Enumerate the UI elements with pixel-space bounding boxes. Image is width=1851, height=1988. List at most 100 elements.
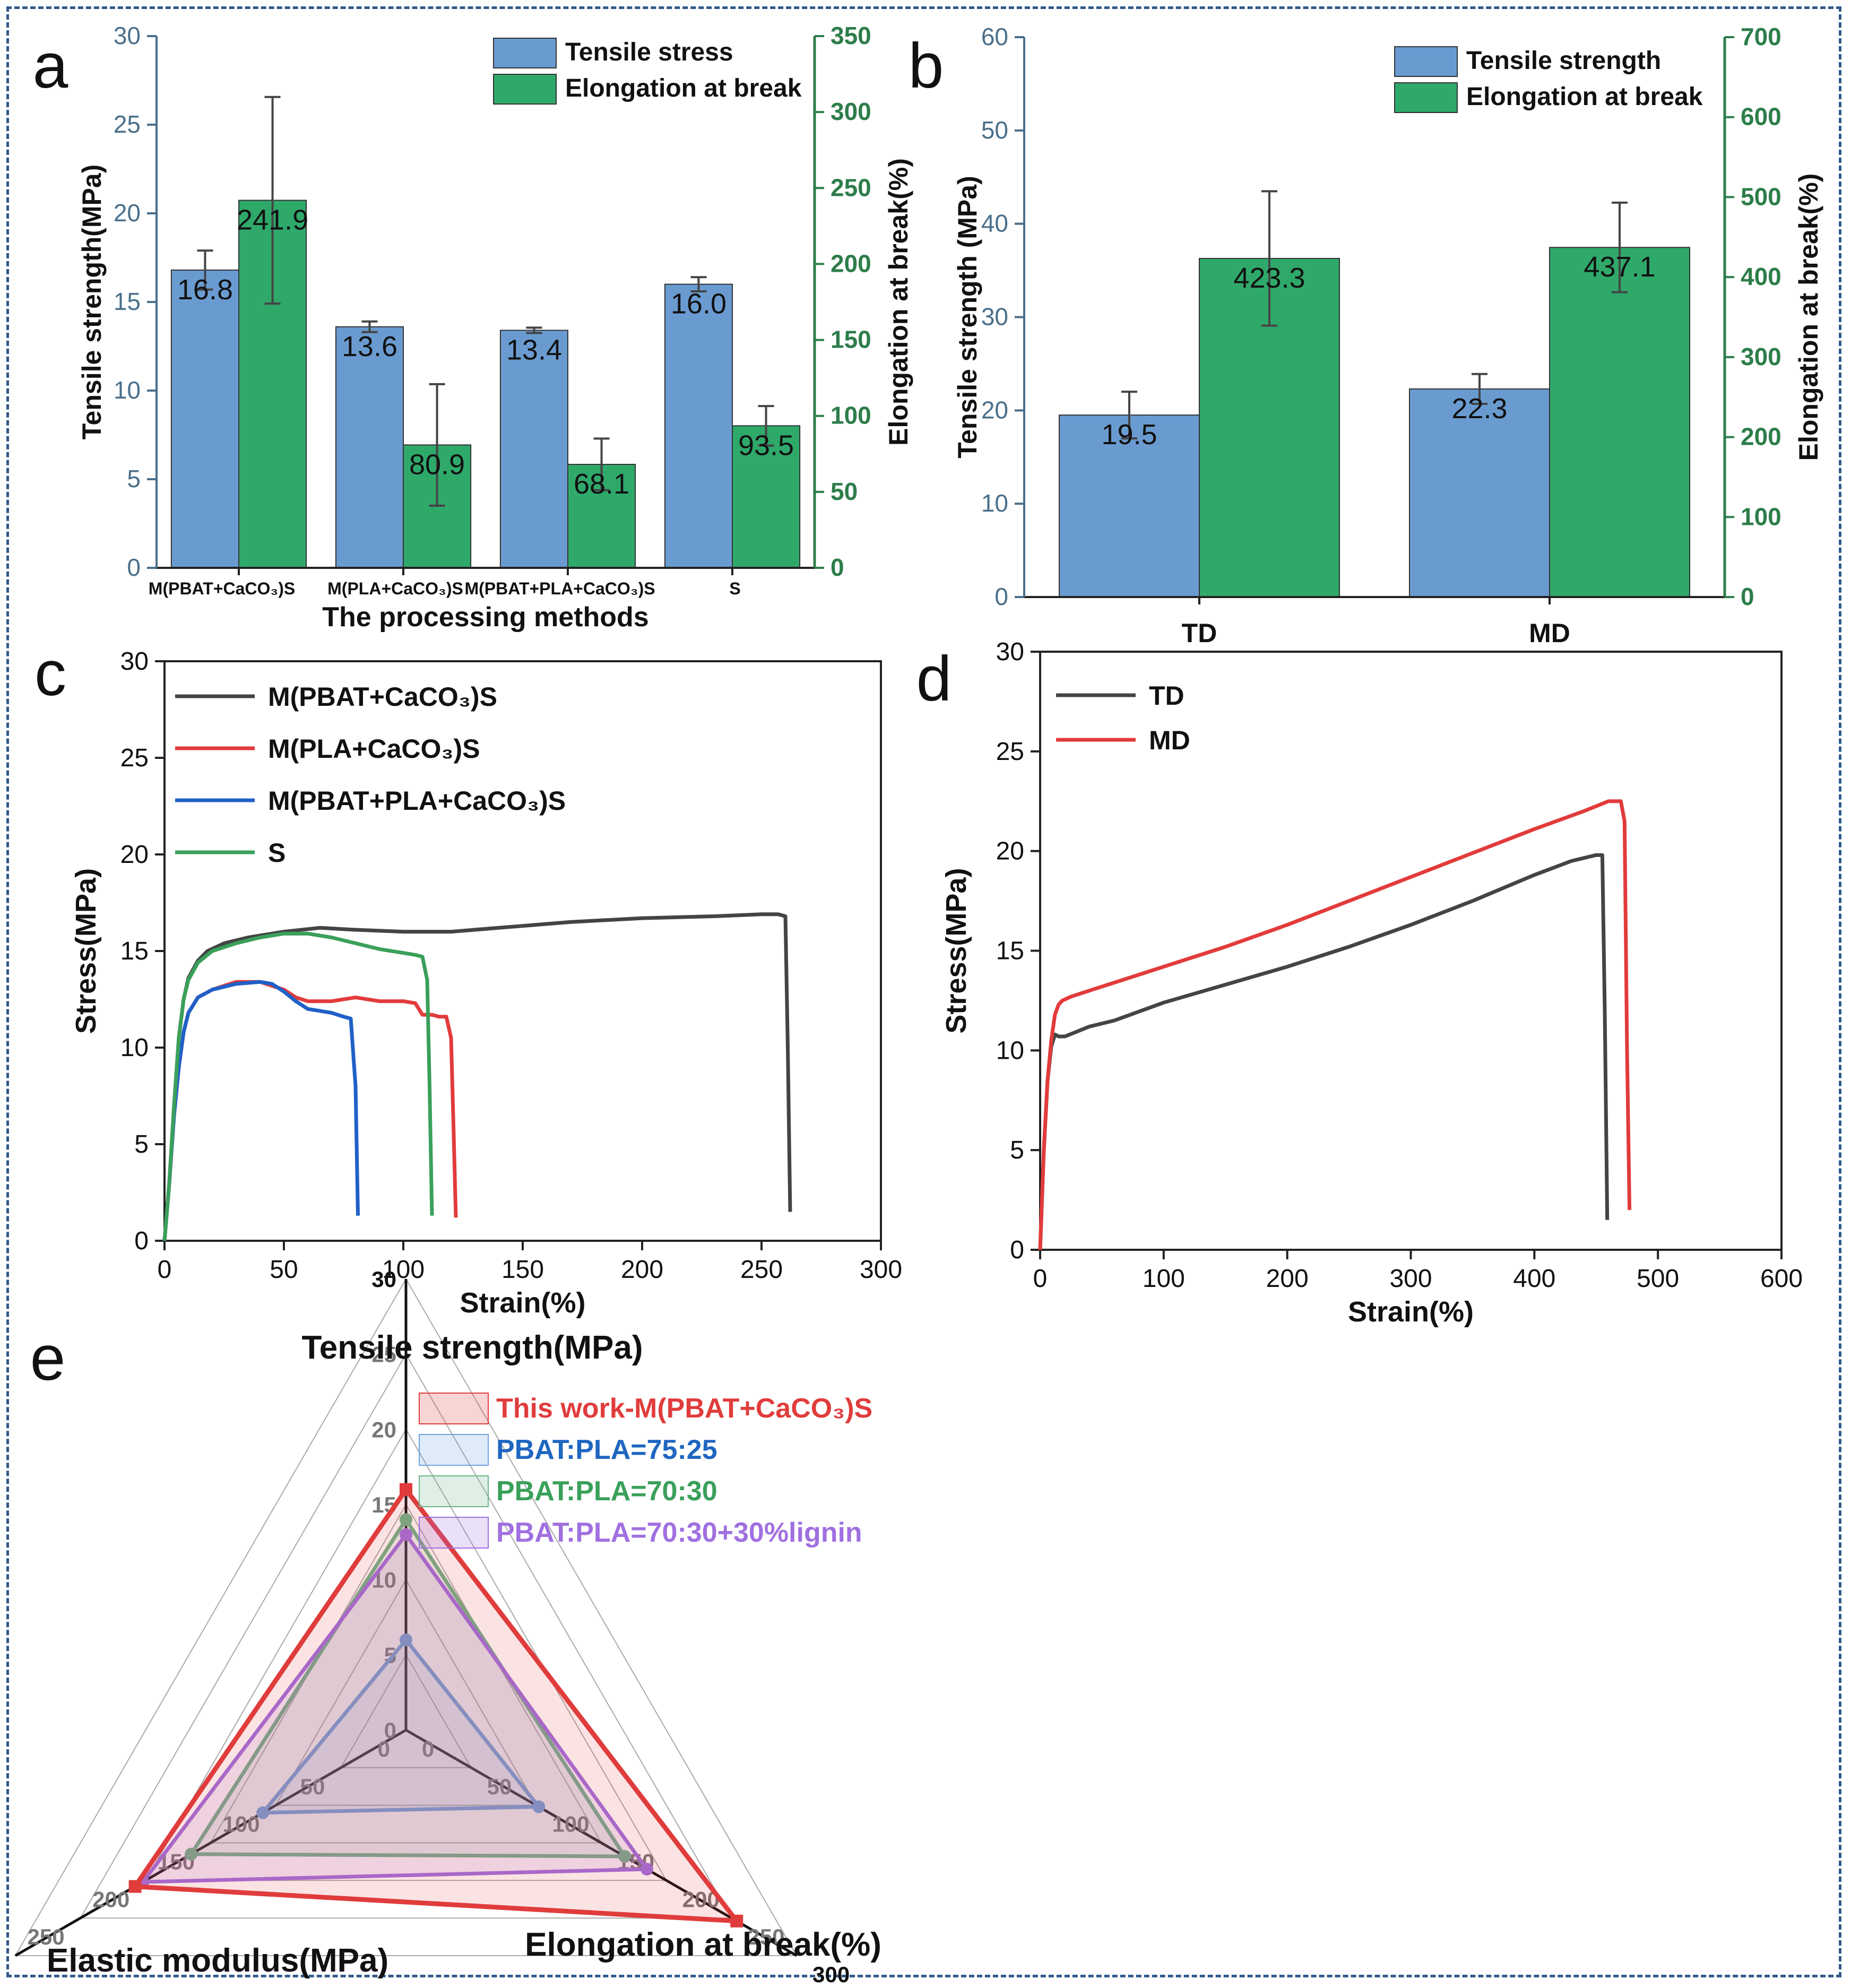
category-label: M(PBAT+CaCO₃)S [149,579,295,598]
y-tick-label: 15 [120,937,149,965]
radar-marker [400,1513,412,1526]
legend-label: This work-M(PBAT+CaCO₃)S [496,1393,872,1424]
y-tick-label: 30 [114,22,141,49]
panel-a: a 16.8 241.9 13.6 80.9 13.4 68.1 16.0 93.5 0 5 10 15… [33,22,913,633]
y-tick-label-right: 150 [831,326,871,353]
x-tick-label: 50 [270,1256,298,1284]
x-tick-label: 0 [158,1256,172,1284]
radar-grid [14,1277,798,1956]
legend-swatch [419,1475,489,1507]
category-label: M(PBAT+PLA+CaCO₃)S [464,579,655,598]
y-tick-label-right: 400 [1741,263,1781,290]
series-line [162,931,434,1241]
legend-label: Tensile strength [1466,47,1661,75]
panel-d: d 0 100 200 300 400 500 600 0 5 10 15 20 25 30 Strain(%… [916,638,1803,1328]
y-tick-label-right: 50 [831,478,858,505]
radar-axis-title: Elongation at break(%) [525,1926,881,1963]
radar-series [261,1638,541,1815]
legend-swatch-elongation [493,74,557,105]
y-tick-label: 20 [114,199,141,227]
legend-label: PBAT:PLA=75:25 [496,1434,717,1465]
radar-grid [340,1654,472,1768]
x-tick-label: 300 [860,1256,902,1284]
x-tick-label: 250 [740,1256,783,1284]
radar-marker [185,1847,198,1861]
data-label: 437.1 [1584,251,1655,283]
legend-label: PBAT:PLA=70:30 [496,1476,717,1507]
legend-swatch [419,1393,489,1424]
series-line [1038,853,1610,1250]
y-tick-label: 0 [1010,1236,1024,1264]
y-tick-label-right: 250 [831,174,871,201]
x-axis-title: Strain(%) [1348,1296,1474,1328]
radar-tick-label: 50 [300,1774,325,1799]
data-label: 80.9 [409,448,465,480]
radar-series [133,1487,739,1924]
y-tick-label: 10 [981,489,1008,517]
x-tick-label: 0 [1033,1265,1048,1293]
radar-tick-label: 0 [422,1736,434,1761]
y-tick-label: 5 [127,465,141,492]
y-tick-label: 10 [996,1036,1024,1065]
bar-tensile [664,283,733,568]
y-tick-label: 25 [120,744,149,772]
radar-tick-label: 200 [92,1887,129,1912]
y-tick-label: 30 [120,647,149,676]
y-tick-label: 15 [996,937,1024,965]
y-tick-label: 5 [1010,1136,1024,1164]
legend-label: M(PBAT+CaCO₃)S [268,682,497,712]
bar-elongation [1549,247,1690,598]
radar-marker [532,1800,546,1813]
y-tick-label: 10 [114,376,141,404]
y-tick-label: 25 [996,738,1024,766]
x-tick-label: 200 [621,1256,663,1284]
panel-label: a [33,30,68,101]
y-tick-label-right: 200 [831,249,871,277]
radar-axis [14,1728,407,1957]
y-tick-label: 30 [996,638,1024,666]
panel-c: c 0 50 100 150 200 250 300 0 5 10 15 20 25 30 Strain(%)… [34,638,902,1319]
x-tick-label: 200 [1266,1265,1309,1293]
y-axis-title: Stress(MPa) [940,868,972,1033]
category-label: TD [1182,618,1217,648]
x-tick-label: 500 [1637,1265,1679,1293]
radar-marker [618,1850,632,1863]
radar-tick-label: 300 [812,1962,850,1987]
y-tick-label-right: 300 [1741,343,1781,370]
data-label: 241.9 [237,204,308,236]
radar-marker [128,1880,142,1893]
y-tick-label-right: 0 [1741,583,1754,610]
bar-tensile [499,330,569,568]
data-label: 93.5 [738,429,794,461]
radar-series [141,1533,649,1884]
category-label: M(PLA+CaCO₃)S [327,579,463,598]
legend-label: Elongation at break [1466,83,1703,111]
legend-label: Tensile stress [565,38,733,66]
radar-marker [400,1528,412,1541]
panel-label: e [30,1323,66,1394]
radar-marker [640,1863,653,1876]
panel-b: b19.5423.322.3437.1010203040506001002003… [909,23,1823,648]
radar-tick-label: 50 [487,1774,512,1799]
legend-label: M(PBAT+PLA+CaCO₃)S [268,786,566,816]
y-tick-label: 25 [114,110,141,138]
x-tick-label: 150 [501,1256,544,1284]
y-tick-label-right: 0 [831,554,844,581]
radar-tick-label: 0 [378,1736,390,1761]
x-tick-label: 100 [382,1256,425,1284]
legend-label: PBAT:PLA=70:30+30%lignin [496,1517,862,1548]
radar-tick-label: 250 [747,1924,784,1949]
radar-axis-title: Elastic modulus(MPa) [47,1942,388,1979]
x-tick-label: 600 [1760,1265,1803,1293]
y-axis-title: Tensile strength(MPa) [77,165,107,440]
data-label: 19.5 [1101,419,1157,451]
y-tick-label: 0 [994,583,1008,610]
legend-swatch [419,1517,489,1549]
radar-marker [730,1914,743,1928]
category-label: S [729,579,740,598]
y-tick-label: 60 [981,23,1008,50]
bar-tensile [335,326,404,568]
series-line [162,980,360,1241]
y-axis-title: Tensile strength (MPa) [953,176,982,458]
